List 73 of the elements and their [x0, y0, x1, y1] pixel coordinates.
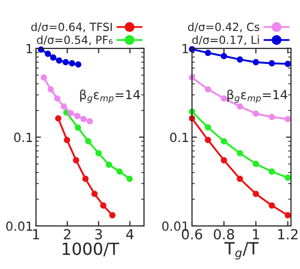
- point: [44, 50, 52, 57]
- point: [106, 162, 112, 168]
- y-tick-label: 1: [26, 44, 32, 54]
- point: [85, 138, 92, 144]
- point: [236, 103, 244, 110]
- point: [220, 138, 228, 144]
- point: [220, 157, 228, 164]
- x-tick-label: 4: [126, 229, 134, 240]
- point: [220, 95, 228, 102]
- point: [95, 150, 102, 156]
- point: [252, 190, 259, 197]
- point: [56, 57, 62, 64]
- point: [252, 110, 259, 117]
- point: [284, 60, 291, 67]
- point: [236, 56, 244, 63]
- point: [116, 168, 123, 175]
- annotation: β$_{g}$ε$_{mp}$=14: [80, 90, 140, 104]
- point: [91, 190, 98, 197]
- x-tick-label: 0.8: [214, 228, 234, 240]
- point: [64, 136, 70, 144]
- point: [126, 176, 133, 182]
- point: [60, 103, 67, 110]
- point: [62, 59, 69, 66]
- point: [74, 112, 80, 120]
- legend-label: d/σ=0.42, Cs: [188, 22, 260, 32]
- legend-label: d/σ=0.64, TFSI: [31, 22, 112, 32]
- point: [109, 212, 116, 218]
- point: [50, 54, 56, 61]
- x-axis-title: T$_{g}$/T: [224, 242, 259, 260]
- point: [220, 52, 228, 60]
- point: [204, 136, 212, 144]
- y-tick-label: 1: [182, 44, 188, 54]
- point: [82, 176, 89, 182]
- point: [55, 115, 62, 122]
- point: [75, 61, 82, 68]
- annotation: β$_{g}$ε$_{mp}$=14: [227, 90, 288, 104]
- point: [236, 150, 244, 156]
- y-tick-label: 0.01: [6, 221, 32, 231]
- x-tick-label: 1: [252, 229, 260, 240]
- point: [252, 59, 259, 66]
- y-tick-label: 0.1: [14, 132, 32, 142]
- point: [54, 95, 60, 102]
- x-tick-label: 0.6: [182, 228, 202, 240]
- point: [268, 168, 275, 175]
- point: [236, 176, 244, 182]
- point: [86, 118, 93, 124]
- point: [80, 116, 87, 122]
- point: [74, 124, 82, 131]
- x-tick-label: 1: [33, 229, 40, 240]
- point: [40, 74, 47, 81]
- legend-label: d/σ=0.54, PF₆: [37, 35, 113, 46]
- point: [268, 202, 275, 209]
- x-tick-label: 2: [64, 228, 70, 240]
- point: [204, 86, 212, 92]
- point: [100, 202, 106, 209]
- point: [252, 160, 259, 168]
- x-tick-label: 1.2: [278, 228, 298, 240]
- point: [268, 60, 275, 66]
- y-tick-label: 0.1: [170, 132, 188, 142]
- point: [68, 110, 74, 116]
- y-tick-label: 0.01: [162, 221, 188, 231]
- point: [284, 116, 291, 122]
- point: [284, 174, 291, 181]
- x-tick-label: 3: [95, 228, 102, 240]
- point: [68, 60, 76, 66]
- point: [204, 124, 212, 130]
- point: [268, 114, 275, 120]
- point: [72, 157, 80, 164]
- point: [284, 212, 291, 218]
- x-axis-title: 1000/T: [62, 242, 120, 256]
- point: [204, 50, 212, 56]
- legend-label: d/σ=0.17, Li: [192, 35, 259, 46]
- point: [48, 86, 54, 92]
